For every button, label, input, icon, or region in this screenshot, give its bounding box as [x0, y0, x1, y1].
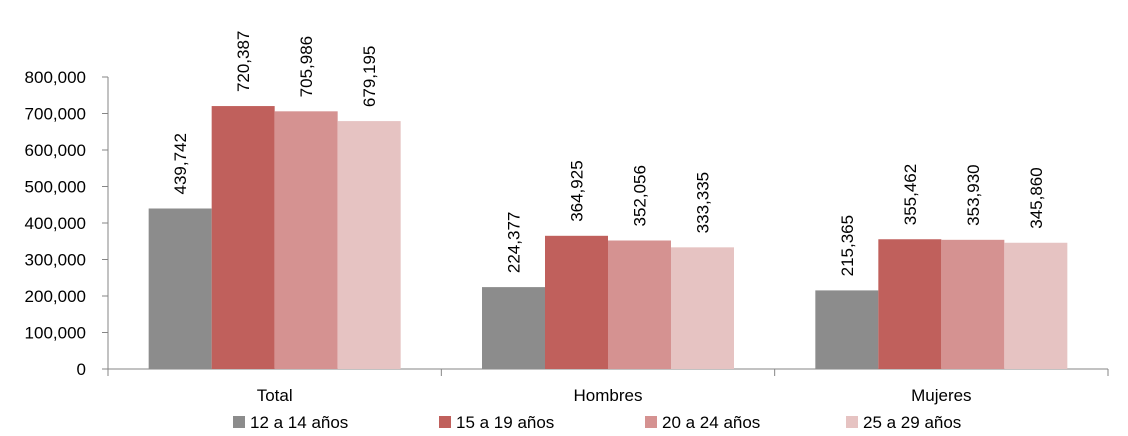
- data-label: 439,742: [171, 133, 190, 194]
- y-tick-label: 600,000: [25, 141, 86, 160]
- y-tick-label: 100,000: [25, 324, 86, 343]
- legend-swatch: [439, 416, 451, 428]
- y-tick-label: 800,000: [25, 68, 86, 87]
- y-axis: 0 100,000 200,000 300,000 400,000 500,000 600,…: [25, 68, 109, 379]
- x-tick-label: Mujeres: [911, 386, 971, 405]
- data-label: 353,930: [964, 164, 983, 225]
- y-tick-label: 0: [77, 360, 86, 379]
- legend: 12 a 14 años 15 a 19 años 20 a 24 años 25 a…: [233, 413, 961, 432]
- data-labels: 439,742 720,387 705,986 679,195 224,377 364,9…: [171, 31, 1046, 277]
- y-tick-label: 700,000: [25, 105, 86, 124]
- data-label: 345,860: [1027, 167, 1046, 228]
- data-label: 352,056: [631, 165, 650, 226]
- bar: [211, 106, 275, 369]
- data-label: 333,335: [694, 172, 713, 233]
- bar: [671, 247, 734, 369]
- legend-label: 25 a 29 años: [863, 413, 961, 432]
- y-tick-label: 400,000: [25, 214, 86, 233]
- bar: [878, 239, 942, 369]
- y-tick-label: 500,000: [25, 178, 86, 197]
- bar: [941, 239, 1005, 369]
- x-axis: Total Hombres Mujeres: [107, 368, 1109, 405]
- legend-swatch: [846, 416, 858, 428]
- legend-label: 12 a 14 años: [250, 413, 348, 432]
- bar: [1004, 242, 1068, 369]
- x-tick-label: Hombres: [574, 386, 643, 405]
- legend-swatch: [645, 416, 657, 428]
- bar: [545, 235, 608, 369]
- data-label: 679,195: [360, 46, 379, 107]
- y-tick-label: 300,000: [25, 251, 86, 270]
- bar: [482, 287, 545, 369]
- bar: [608, 240, 671, 369]
- bar: [148, 208, 212, 369]
- legend-label: 15 a 19 años: [456, 413, 554, 432]
- bar: [337, 121, 401, 369]
- data-label: 364,925: [568, 160, 587, 221]
- legend-swatch: [233, 416, 245, 428]
- data-label: 720,387: [234, 31, 253, 92]
- bar: [815, 290, 879, 369]
- data-label: 705,986: [297, 36, 316, 97]
- legend-label: 20 a 24 años: [662, 413, 760, 432]
- bars: [148, 106, 1068, 369]
- data-label: 224,377: [505, 212, 524, 273]
- y-tick-label: 200,000: [25, 287, 86, 306]
- bar: [274, 111, 338, 369]
- data-label: 355,462: [901, 164, 920, 225]
- data-label: 215,365: [838, 215, 857, 276]
- x-tick-label: Total: [257, 386, 293, 405]
